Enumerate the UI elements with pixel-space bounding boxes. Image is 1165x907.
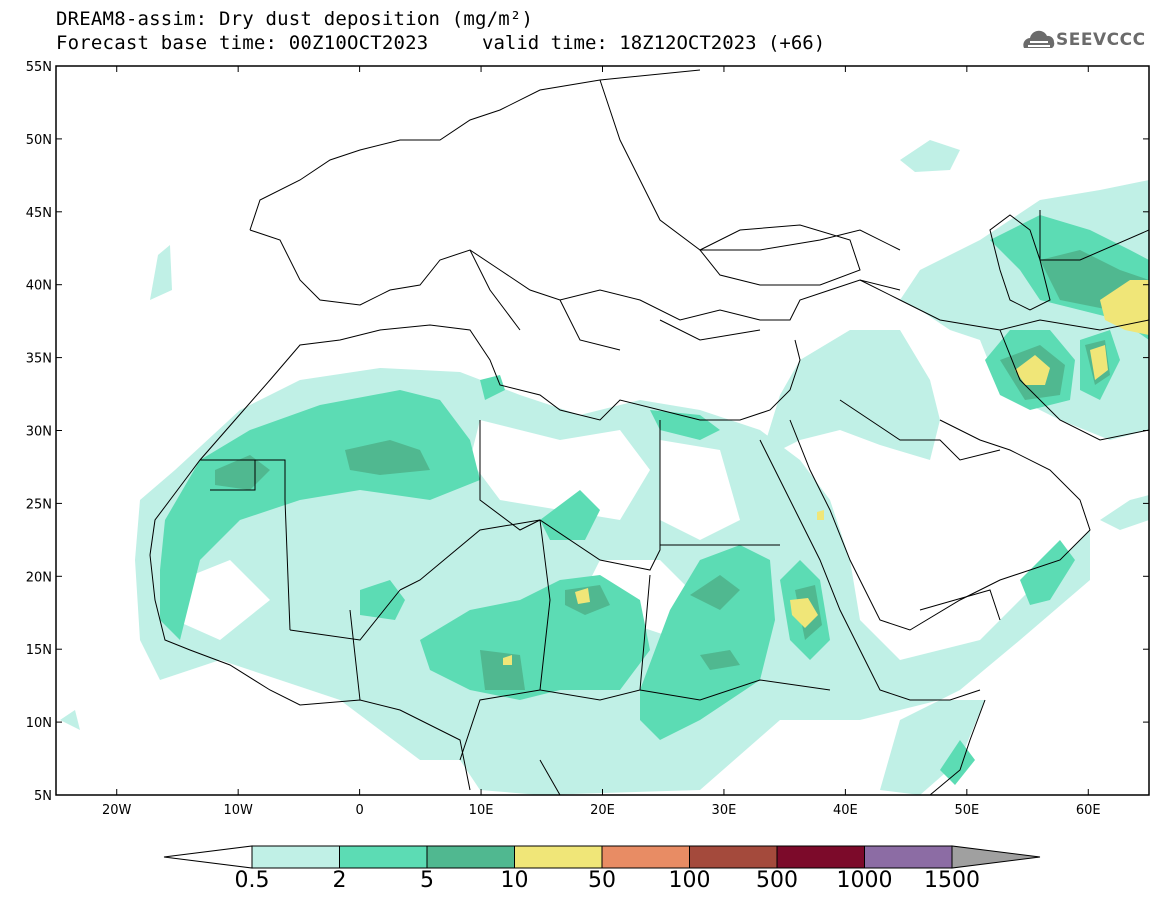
lon-label: 50E (954, 803, 979, 818)
borders (149, 69, 1149, 795)
lon-label: 40E (833, 803, 858, 818)
cloud-logo-icon (1023, 30, 1055, 48)
lon-label: 0 (355, 803, 363, 818)
colorbar-label: 50 (588, 868, 616, 893)
lat-label: 5N (34, 789, 52, 804)
colorbar-label: 0.5 (234, 868, 270, 893)
colorbar-label: 100 (668, 868, 711, 893)
lon-label: 10E (469, 803, 494, 818)
lat-label: 45N (26, 206, 52, 221)
lat-label: 35N (26, 352, 52, 367)
colorbar-swatch (426, 845, 515, 869)
colorbar-swatch (601, 845, 690, 869)
dust-gaps (175, 420, 740, 640)
colorbar-label: 1000 (836, 868, 893, 893)
longitude-axis: 20W 10W 0 10E 20E 30E 40E 50E 60E (102, 66, 1101, 818)
valid-time: valid time: 18Z12OCT2023 (+66) (482, 32, 826, 54)
map-title: DREAM8-assim: Dry dust deposition (mg/m²… (56, 8, 534, 30)
lon-label: 60E (1076, 803, 1101, 818)
colorbar-label: 1500 (924, 868, 980, 893)
lat-label: 50N (26, 133, 52, 148)
colorbar-swatch (864, 845, 953, 869)
colorbar-label: 500 (756, 868, 798, 893)
latitude-axis: 55N 50N 45N 40N 35N 30N 25N 20N 15N 10N 5N (26, 60, 1149, 804)
logo-text: SEEVCCC (1056, 30, 1146, 50)
dust-level-10 (503, 280, 1149, 665)
colorbar-swatch (689, 845, 778, 869)
lon-label: 20E (590, 803, 615, 818)
colorbar-swatch (776, 845, 865, 869)
colorbar-label: 5 (420, 868, 434, 893)
lat-label: 10N (26, 716, 52, 731)
lon-label: 20W (102, 803, 132, 818)
lon-label: 10W (223, 803, 253, 818)
lon-label: 30E (712, 803, 737, 818)
lat-label: 20N (26, 570, 52, 585)
lat-label: 55N (26, 60, 52, 75)
dust-field (60, 140, 1149, 795)
colorbar-label: 2 (332, 868, 347, 893)
lat-label: 30N (26, 425, 52, 440)
colorbar-label: 10 (500, 868, 529, 893)
colorbar-swatch (514, 845, 603, 869)
forecast-base-time: Forecast base time: 00Z10OCT2023 (56, 32, 429, 54)
colorbar-over-arrow (951, 845, 1041, 869)
lat-label: 40N (26, 279, 52, 294)
colorbar-under-arrow (163, 845, 253, 869)
lat-label: 15N (26, 643, 52, 658)
colorbar-swatch (339, 845, 428, 869)
colorbar (163, 845, 1041, 869)
colorbar-swatch (251, 845, 340, 869)
lat-label: 25N (26, 497, 52, 512)
